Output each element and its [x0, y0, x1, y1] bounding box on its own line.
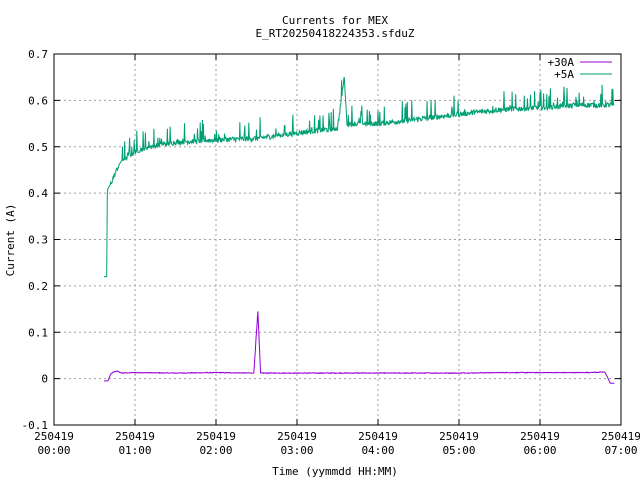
- x-tick-date: 250419: [277, 430, 317, 443]
- x-tick-time: 05:00: [442, 444, 475, 457]
- x-tick-date: 250419: [196, 430, 236, 443]
- x-tick-date: 250419: [115, 430, 155, 443]
- series-layer: [104, 77, 615, 384]
- x-tick-time: 02:00: [199, 444, 232, 457]
- y-tick-label: 0.3: [28, 234, 48, 247]
- x-tick-time: 07:00: [604, 444, 637, 457]
- tick-layer: -0.100.10.20.30.40.50.60.725041900:00250…: [22, 48, 640, 457]
- y-tick-label: 0: [41, 373, 48, 386]
- y-tick-label: 0.4: [28, 187, 48, 200]
- legend-label: +5A: [554, 68, 574, 81]
- x-tick-date: 250419: [358, 430, 398, 443]
- x-tick-date: 250419: [34, 430, 74, 443]
- legend: +30A+5A: [548, 56, 612, 81]
- y-tick-label: 0.6: [28, 94, 48, 107]
- y-tick-label: 0.1: [28, 326, 48, 339]
- x-tick-date: 250419: [520, 430, 560, 443]
- y-tick-label: 0.5: [28, 141, 48, 154]
- y-tick-label: 0.2: [28, 280, 48, 293]
- x-tick-date: 250419: [601, 430, 640, 443]
- x-axis-label: Time (yymmdd HH:MM): [272, 465, 398, 478]
- x-tick-time: 04:00: [361, 444, 394, 457]
- x-tick-time: 00:00: [37, 444, 70, 457]
- y-tick-label: -0.1: [22, 419, 49, 432]
- x-tick-time: 06:00: [523, 444, 556, 457]
- series-line-5a: [104, 77, 615, 278]
- chart-subtitle: E_RT20250418224353.sfduZ: [256, 27, 415, 40]
- x-tick-time: 01:00: [118, 444, 151, 457]
- grid-layer: [54, 54, 621, 425]
- legend-label: +30A: [548, 56, 575, 69]
- series-line-30a: [104, 311, 615, 384]
- x-tick-date: 250419: [439, 430, 479, 443]
- x-tick-time: 03:00: [280, 444, 313, 457]
- chart-title: Currents for MEX: [282, 14, 388, 27]
- y-tick-label: 0.7: [28, 48, 48, 61]
- y-axis-label: Current (A): [4, 204, 17, 277]
